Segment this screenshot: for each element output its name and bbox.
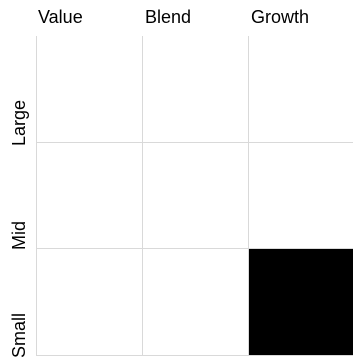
row-label-mid: Mid [9,220,29,250]
column-label-blend: Blend [145,7,192,27]
grid-line [36,142,353,143]
column-label-growth: Growth [251,7,310,27]
grid-line [36,248,353,249]
grid-line [248,36,249,356]
grid-line [36,355,353,356]
cell-mid-growth [249,143,353,248]
cell-small-blend [143,249,248,355]
row-label-large: Large [9,99,29,146]
cell-mid-blend [143,143,248,248]
grid-line [36,36,37,356]
cell-large-value [37,36,142,142]
row-label-small: Small [9,312,29,358]
cell-mid-value [37,143,142,248]
cell-small-value [37,249,142,355]
column-label-value: Value [38,7,83,27]
grid-line [142,36,143,356]
style-box-grid [36,36,353,356]
cell-large-growth [249,36,353,142]
cell-large-blend [143,36,248,142]
cell-small-growth-selected [249,249,353,355]
